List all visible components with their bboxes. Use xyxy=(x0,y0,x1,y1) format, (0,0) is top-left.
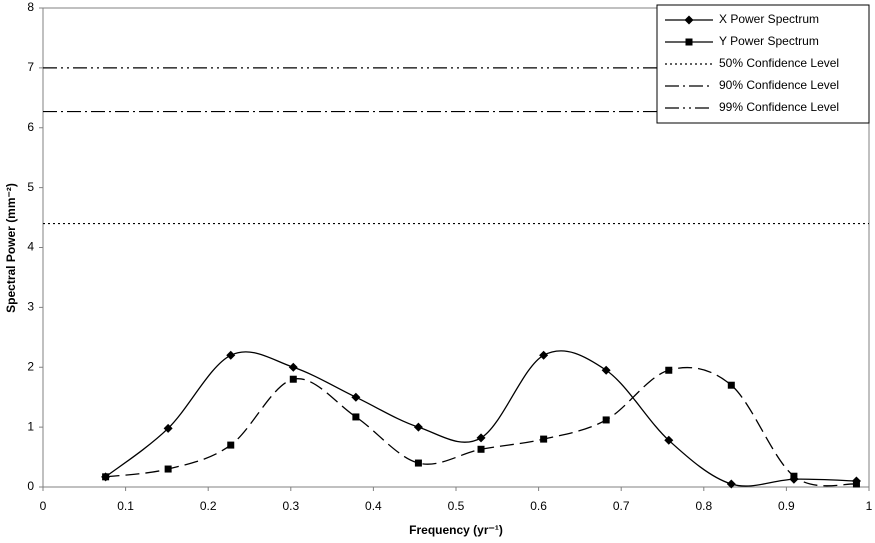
marker-diamond xyxy=(726,479,736,489)
y-tick-label: 5 xyxy=(27,180,34,194)
x-tick-label: 0.4 xyxy=(365,499,382,513)
marker-square xyxy=(727,381,735,389)
x-tick-label: 0.2 xyxy=(200,499,217,513)
x-tick-label: 0.7 xyxy=(613,499,630,513)
y-tick-label: 0 xyxy=(27,479,34,493)
legend-box xyxy=(656,4,870,124)
y-axis-title: Spectral Power (mm⁻²) xyxy=(4,183,18,313)
marker-square xyxy=(414,459,422,467)
marker-diamond xyxy=(351,392,361,402)
marker-square xyxy=(790,472,798,480)
marker-square xyxy=(102,473,110,481)
y-tick-label: 4 xyxy=(27,240,34,254)
x-tick-label: 0.1 xyxy=(117,499,134,513)
legend-label: 50% Confidence Level xyxy=(719,56,839,70)
marker-square xyxy=(602,416,610,424)
marker-square xyxy=(164,465,172,473)
marker-diamond xyxy=(413,422,423,432)
marker-square xyxy=(227,441,235,449)
x-tick-label: 0.3 xyxy=(282,499,299,513)
marker-square xyxy=(540,435,548,443)
marker-square xyxy=(665,366,673,374)
y-tick-label: 8 xyxy=(27,0,34,14)
marker-square xyxy=(289,375,297,383)
marker-diamond xyxy=(288,362,298,372)
marker-diamond xyxy=(601,365,611,375)
marker-diamond xyxy=(664,435,674,445)
marker-diamond xyxy=(539,350,549,360)
x-tick-label: 0.6 xyxy=(530,499,547,513)
legend-label: X Power Spectrum xyxy=(719,12,819,26)
marker-square xyxy=(852,480,860,488)
x-tick-label: 0.8 xyxy=(695,499,712,513)
marker-diamond xyxy=(163,423,173,433)
x-tick-label: 0.9 xyxy=(778,499,795,513)
y-tick-label: 6 xyxy=(27,120,34,134)
y-tick-label: 1 xyxy=(27,419,34,433)
legend-label: Y Power Spectrum xyxy=(719,34,819,48)
marker-diamond xyxy=(226,350,236,360)
y-tick-label: 7 xyxy=(27,60,34,74)
marker-square xyxy=(477,445,485,453)
marker-square xyxy=(352,413,360,421)
series-line xyxy=(105,350,857,487)
marker-diamond xyxy=(476,433,486,443)
x-axis-title: Frequency (yr⁻¹) xyxy=(409,523,503,537)
legend-label: 90% Confidence Level xyxy=(719,78,839,92)
x-tick-label: 0.5 xyxy=(448,499,465,513)
y-tick-label: 2 xyxy=(27,359,34,373)
legend-marker xyxy=(685,38,693,46)
x-tick-label: 1 xyxy=(866,499,873,513)
x-tick-label: 0 xyxy=(40,499,47,513)
legend-label: 99% Confidence Level xyxy=(719,100,839,114)
y-tick-label: 3 xyxy=(27,300,34,314)
legend-marker xyxy=(684,15,694,25)
series-line xyxy=(105,366,857,487)
